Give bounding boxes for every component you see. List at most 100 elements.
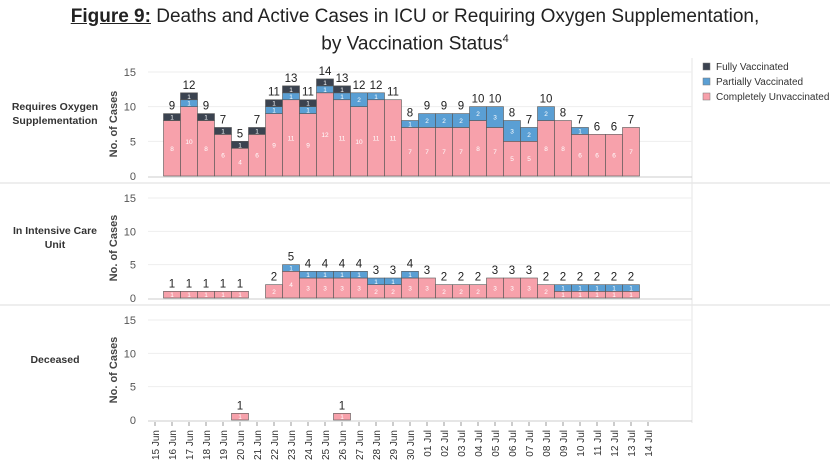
bar-total-label: 7 <box>526 114 532 126</box>
segment-value-label: 8 <box>476 146 480 153</box>
bar-total-label: 5 <box>237 128 243 140</box>
segment-value-label: 1 <box>238 292 242 299</box>
segment-value-label: 3 <box>340 286 344 293</box>
segment-value-label: 4 <box>238 160 242 167</box>
segment-value-label: 2 <box>476 289 480 296</box>
legend-swatch <box>702 92 711 101</box>
bar-total-label: 1 <box>220 278 226 290</box>
legend-label: Completely Unvaccinated <box>716 92 829 103</box>
bar-segment <box>486 106 504 128</box>
x-tick-label: 30 Jun <box>406 430 417 460</box>
bar-total-label: 9 <box>458 101 464 113</box>
legend-swatch <box>702 62 711 71</box>
segment-value-label: 3 <box>425 286 429 293</box>
segment-value-label: 1 <box>323 80 327 87</box>
bar-total-label: 13 <box>336 73 349 85</box>
bar-total-label: 4 <box>322 258 329 270</box>
bar-segment <box>350 271 368 279</box>
segment-value-label: 6 <box>595 153 599 160</box>
bar-total-label: 10 <box>472 94 485 106</box>
bar-total-label: 9 <box>441 101 447 113</box>
segment-value-label: 1 <box>408 122 412 129</box>
bar-total-label: 6 <box>594 121 600 133</box>
segment-value-label: 2 <box>544 289 548 296</box>
segment-value-label: 6 <box>255 153 259 160</box>
bar-segment <box>622 284 640 292</box>
row-label: Requires Oxygen <box>12 101 98 113</box>
x-tick-label: 23 Jun <box>287 430 298 460</box>
segment-value-label: 7 <box>459 149 463 156</box>
segment-value-label: 6 <box>578 153 582 160</box>
segment-value-label: 3 <box>408 286 412 293</box>
title-footnote: 4 <box>502 33 509 45</box>
segment-value-label: 7 <box>442 149 446 156</box>
segment-value-label: 1 <box>187 94 191 101</box>
segment-value-label: 2 <box>442 289 446 296</box>
bar-total-label: 4 <box>339 258 346 270</box>
segment-value-label: 1 <box>578 286 582 293</box>
title-line2: by Vaccination Status <box>321 33 503 55</box>
segment-value-label: 2 <box>425 118 429 125</box>
x-tick-label: 19 Jun <box>219 430 230 460</box>
segment-value-label: 1 <box>323 272 327 279</box>
x-tick-label: 13 Jul <box>627 430 638 457</box>
x-tick-label: 17 Jun <box>185 430 196 460</box>
bar-segment <box>180 92 198 101</box>
bar-segment <box>571 127 589 135</box>
x-tick-label: 16 Jun <box>168 430 179 460</box>
row-label: Unit <box>45 239 66 251</box>
bar-total-label: 8 <box>560 108 566 120</box>
segment-value-label: 1 <box>204 292 208 299</box>
segment-value-label: 1 <box>272 108 276 115</box>
x-tick-label: 24 Jun <box>304 430 315 460</box>
bar-total-label: 1 <box>186 278 192 290</box>
segment-value-label: 1 <box>238 414 242 421</box>
bar-total-label: 3 <box>373 265 379 277</box>
x-tick-label: 26 Jun <box>338 430 349 460</box>
x-tick-label: 28 Jun <box>372 430 383 460</box>
segment-value-label: 1 <box>187 292 191 299</box>
x-tick-label: 02 Jul <box>440 430 451 457</box>
x-tick-label: 04 Jul <box>474 430 485 457</box>
segment-value-label: 12 <box>321 132 329 139</box>
y-tick-label: 10 <box>124 348 136 360</box>
segment-value-label: 6 <box>221 153 225 160</box>
x-tick-label: 20 Jun <box>236 430 247 460</box>
y-tick-label: 5 <box>130 260 136 272</box>
legend-label: Partially Vaccinated <box>716 77 803 88</box>
segment-value-label: 7 <box>408 149 412 156</box>
bar-total-label: 3 <box>390 265 396 277</box>
bar-segment <box>231 413 249 421</box>
segment-value-label: 11 <box>288 135 295 142</box>
segment-value-label: 1 <box>629 286 633 293</box>
y-tick-label: 0 <box>130 415 136 427</box>
segment-value-label: 1 <box>629 292 633 299</box>
bar-total-label: 3 <box>424 265 430 277</box>
segment-value-label: 2 <box>459 289 463 296</box>
segment-value-label: 1 <box>306 101 310 108</box>
bar-total-label: 5 <box>288 252 294 264</box>
x-tick-label: 14 Jul <box>644 430 655 457</box>
bar-total-label: 1 <box>339 400 345 412</box>
bar-total-label: 1 <box>237 278 243 290</box>
x-tick-label: 03 Jul <box>457 430 468 457</box>
segment-value-label: 7 <box>493 149 497 156</box>
segment-value-label: 1 <box>340 87 344 94</box>
legend-swatch <box>702 77 711 86</box>
segment-value-label: 3 <box>510 286 514 293</box>
title-text: Deaths and Active Cases in ICU or Requir… <box>156 6 760 27</box>
bar-total-label: 14 <box>319 66 332 78</box>
row-label: Deceased <box>30 354 79 366</box>
x-tick-label: 15 Jun <box>151 430 162 460</box>
segment-value-label: 2 <box>459 118 463 125</box>
bar-segment <box>367 92 385 101</box>
segment-value-label: 1 <box>612 292 616 299</box>
y-tick-label: 10 <box>124 226 136 238</box>
segment-value-label: 3 <box>323 286 327 293</box>
chart-title: Figure 9: Deaths and Active Cases in ICU… <box>0 6 830 55</box>
segment-value-label: 1 <box>374 279 378 286</box>
row-label: In Intensive Care <box>13 225 97 237</box>
segment-value-label: 1 <box>578 128 582 135</box>
segment-value-label: 1 <box>187 101 191 108</box>
segment-value-label: 1 <box>289 87 293 94</box>
